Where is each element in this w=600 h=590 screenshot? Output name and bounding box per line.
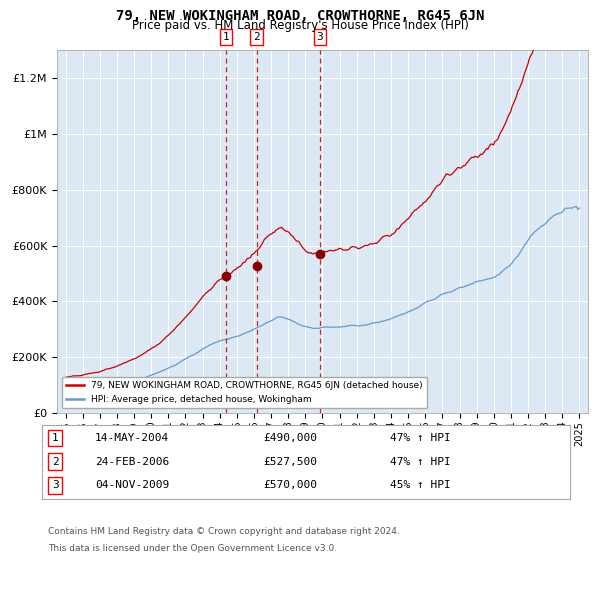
Text: 3: 3 xyxy=(316,32,323,42)
Text: 47% ↑ HPI: 47% ↑ HPI xyxy=(391,457,451,467)
Text: Contains HM Land Registry data © Crown copyright and database right 2024.: Contains HM Land Registry data © Crown c… xyxy=(48,526,400,536)
Text: 2: 2 xyxy=(253,32,260,42)
Legend: 79, NEW WOKINGHAM ROAD, CROWTHORNE, RG45 6JN (detached house), HPI: Average pric: 79, NEW WOKINGHAM ROAD, CROWTHORNE, RG45… xyxy=(62,377,427,408)
Text: 24-FEB-2006: 24-FEB-2006 xyxy=(95,457,169,467)
Text: 1: 1 xyxy=(52,433,59,443)
Text: 3: 3 xyxy=(52,480,59,490)
Text: £490,000: £490,000 xyxy=(264,433,318,443)
Text: 45% ↑ HPI: 45% ↑ HPI xyxy=(391,480,451,490)
Text: 2: 2 xyxy=(52,457,59,467)
Text: 04-NOV-2009: 04-NOV-2009 xyxy=(95,480,169,490)
Text: 1: 1 xyxy=(223,32,229,42)
Text: Price paid vs. HM Land Registry's House Price Index (HPI): Price paid vs. HM Land Registry's House … xyxy=(131,19,469,32)
Text: £570,000: £570,000 xyxy=(264,480,318,490)
Text: 14-MAY-2004: 14-MAY-2004 xyxy=(95,433,169,443)
Text: £527,500: £527,500 xyxy=(264,457,318,467)
Text: 79, NEW WOKINGHAM ROAD, CROWTHORNE, RG45 6JN: 79, NEW WOKINGHAM ROAD, CROWTHORNE, RG45… xyxy=(116,9,484,23)
Text: This data is licensed under the Open Government Licence v3.0.: This data is licensed under the Open Gov… xyxy=(48,544,337,553)
Text: 47% ↑ HPI: 47% ↑ HPI xyxy=(391,433,451,443)
